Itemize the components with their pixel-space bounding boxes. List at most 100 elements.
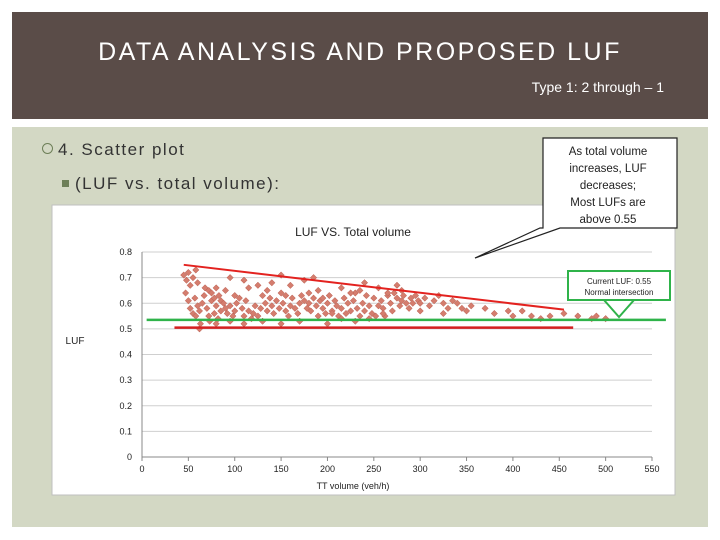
y-tick-label: 0 [127, 452, 132, 462]
data-point [242, 297, 250, 305]
intersection-callout-text: Normal intersection [585, 288, 654, 297]
data-point [453, 299, 461, 307]
data-point [223, 309, 231, 318]
data-point [344, 299, 352, 307]
data-point [458, 304, 466, 312]
data-point [430, 297, 438, 305]
data-point [398, 297, 406, 305]
data-point [439, 309, 447, 318]
data-point [362, 292, 370, 300]
data-point [272, 297, 281, 305]
slide-subtitle: Type 1: 2 through – 1 [531, 79, 664, 95]
data-point [360, 307, 369, 315]
data-point [226, 302, 234, 310]
bullet-level1: 4. Scatter plot [42, 140, 185, 160]
data-point [240, 276, 248, 284]
data-point [467, 302, 475, 310]
intersection-callout-text: Current LUF: 0.55 [587, 277, 652, 286]
data-point [337, 284, 345, 292]
y-tick-label: 0.7 [119, 273, 132, 283]
data-point [184, 297, 192, 305]
data-point [405, 304, 413, 312]
data-point [439, 299, 447, 307]
data-point [245, 284, 253, 292]
data-point [282, 292, 290, 300]
data-point [184, 268, 192, 277]
data-point [210, 294, 218, 302]
data-point [212, 284, 220, 292]
data-point [277, 289, 285, 297]
data-point [194, 279, 202, 287]
data-point [263, 286, 271, 294]
data-point [247, 315, 255, 323]
x-axis-label: TT volume (veh/h) [317, 481, 390, 491]
intersection-pointer-icon [601, 299, 637, 319]
x-tick-label: 400 [505, 464, 520, 474]
x-tick-label: 450 [552, 464, 567, 474]
y-tick-label: 0.4 [119, 350, 132, 360]
data-point [221, 286, 230, 294]
main-callout-text: As total volume [569, 146, 648, 158]
data-point [270, 309, 278, 318]
data-point [323, 299, 332, 307]
chart-area [51, 204, 676, 496]
slide-header: DATA ANALYSIS AND PROPOSED LUF Type 1: 2… [12, 12, 708, 119]
y-tick-label: 0.2 [119, 401, 132, 411]
data-point [337, 304, 345, 312]
data-point [386, 299, 395, 307]
data-point [328, 309, 336, 318]
data-point [286, 281, 294, 289]
x-tick-label: 200 [320, 464, 335, 474]
data-point [365, 302, 373, 310]
data-point [379, 309, 387, 318]
data-point [238, 304, 246, 312]
data-point [231, 307, 239, 315]
data-point [393, 294, 401, 302]
data-point [279, 299, 287, 307]
data-point [444, 304, 452, 312]
data-point [186, 304, 194, 312]
data-point [233, 299, 241, 307]
data-point [249, 309, 257, 318]
bullet-level1-text: 4. Scatter plot [58, 140, 186, 159]
data-point [393, 281, 401, 289]
data-point [221, 304, 230, 312]
data-point [192, 266, 200, 274]
data-point [416, 307, 424, 315]
data-point [396, 302, 404, 310]
main-callout-text: decreases; [580, 180, 636, 192]
trend-line [183, 263, 565, 311]
data-point [305, 289, 313, 297]
data-point [288, 294, 296, 302]
data-point [296, 299, 304, 307]
main-callout-text: above 0.55 [580, 214, 637, 226]
data-point [333, 302, 341, 310]
square-bullet-icon [62, 180, 69, 187]
data-point [425, 302, 434, 310]
data-point [462, 307, 471, 315]
data-point [377, 297, 385, 305]
x-tick-label: 550 [644, 464, 659, 474]
data-point [268, 302, 276, 310]
data-point [275, 304, 283, 312]
data-point [245, 307, 253, 315]
data-point [191, 294, 199, 302]
y-axis-label: LUF [66, 336, 85, 347]
data-point [449, 297, 457, 305]
data-point [402, 299, 410, 307]
y-tick-label: 0.8 [119, 247, 132, 257]
data-point [560, 309, 568, 318]
data-point [399, 292, 408, 300]
data-point [212, 302, 220, 310]
data-point [374, 302, 383, 310]
data-point [370, 294, 378, 302]
data-point [322, 309, 330, 318]
data-point [347, 307, 355, 315]
main-callout-text: Most LUFs are [570, 197, 645, 209]
data-point [314, 286, 322, 294]
data-point [319, 304, 327, 312]
data-point [182, 276, 191, 284]
data-point [307, 307, 315, 315]
y-tick-label: 0.5 [119, 324, 132, 334]
chart-title: LUF VS. Total volume [295, 225, 411, 239]
